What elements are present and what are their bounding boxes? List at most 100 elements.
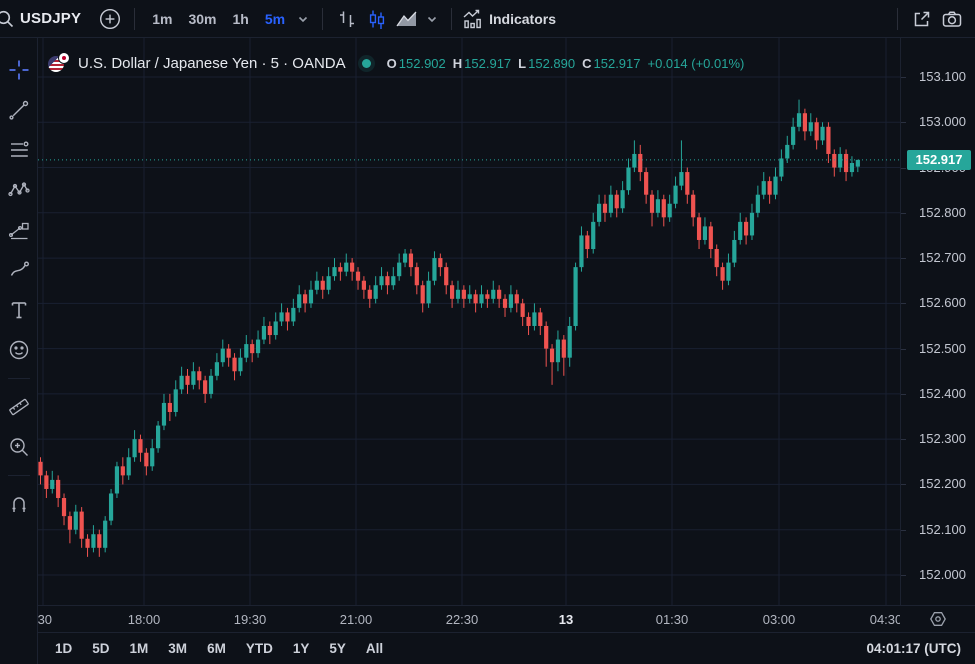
range-5d[interactable]: 5D	[92, 641, 110, 656]
range-3m[interactable]: 3M	[168, 641, 188, 656]
tool-text[interactable]	[5, 296, 33, 324]
time-tick-label: 19:30	[233, 612, 267, 627]
indicators-button[interactable]: Indicators	[461, 8, 556, 30]
camera-icon	[942, 10, 962, 27]
style-bars-button[interactable]	[332, 4, 362, 34]
time-tick-label: :30	[38, 612, 53, 627]
symbol-title[interactable]: U.S. Dollar / Japanese Yen · 5 · OANDA	[78, 54, 346, 72]
tool-projection[interactable]	[5, 216, 33, 244]
interval-30m[interactable]: 30m	[188, 10, 217, 27]
toolbar-divider	[897, 7, 898, 30]
chevron-down-icon	[299, 16, 308, 22]
chart-legend: U.S. Dollar / Japanese Yen · 5 · OANDA O…	[48, 51, 744, 75]
time-tick-label: 03:00	[762, 612, 796, 627]
price-tick-label: 152.200	[919, 476, 966, 492]
range-group: 1D 5D 1M 3M 6M YTD 1Y 5Y All	[48, 638, 390, 659]
close-label: C	[582, 55, 592, 71]
time-tick-label: 13	[558, 612, 574, 627]
compare-add-button[interactable]	[95, 4, 125, 34]
axis-settings-button[interactable]	[900, 605, 975, 632]
open-value: 152.902	[398, 55, 446, 71]
style-candles-button[interactable]	[362, 4, 392, 34]
publish-button[interactable]	[907, 4, 937, 34]
style-menu-button[interactable]	[422, 4, 442, 34]
time-tick-label: 04:30	[869, 612, 900, 627]
interval-menu-button[interactable]	[293, 4, 313, 34]
time-tick-label: 18:00	[127, 612, 161, 627]
close-value: 152.917	[593, 55, 641, 71]
style-area-button[interactable]	[392, 4, 422, 34]
symbol-search-button[interactable]	[0, 4, 20, 34]
price-tick-mark	[901, 348, 906, 350]
time-axis[interactable]: :30 18:00 19:30 21:00 22:30 13 01:30 03:00 04:30	[38, 605, 900, 632]
market-status-dot[interactable]	[361, 58, 371, 68]
zoom-in-icon	[9, 438, 28, 456]
grid-lines	[38, 38, 900, 605]
interval-group: 1m 30m 1h 5m	[144, 5, 293, 33]
external-link-icon	[914, 11, 930, 26]
chart-plot[interactable]	[38, 38, 900, 605]
tool-brush[interactable]	[5, 256, 33, 284]
open-label: O	[386, 55, 397, 71]
tool-trend-line[interactable]	[5, 96, 33, 124]
drawing-toolbar	[0, 38, 38, 664]
tool-xabcd-pattern[interactable]	[5, 176, 33, 204]
candles-style-icon	[369, 10, 385, 29]
price-tick-label: 153.000	[919, 114, 966, 130]
range-1m[interactable]: 1M	[129, 641, 149, 656]
fib-retracement-icon	[10, 141, 29, 157]
chevron-down-icon	[428, 16, 437, 22]
plus-circle-icon	[100, 8, 121, 29]
tool-magnet[interactable]	[5, 490, 33, 518]
clock-timezone[interactable]: 04:01:17 (UTC)	[866, 641, 961, 656]
tool-zoom-in[interactable]	[5, 433, 33, 461]
bottom-toolbar: 1D 5D 1M 3M 6M YTD 1Y 5Y All 04:01:17 (UTC)	[38, 632, 975, 664]
tool-crosshair[interactable]	[5, 56, 33, 84]
price-tick-mark	[901, 439, 906, 441]
magnet-icon	[12, 497, 25, 512]
smiley-icon	[9, 340, 28, 360]
xabcd-pattern-icon	[7, 182, 30, 197]
range-1y[interactable]: 1Y	[292, 641, 310, 656]
price-tick-label: 152.300	[919, 431, 966, 447]
price-tick-label: 152.800	[919, 204, 966, 220]
interval-5m[interactable]: 5m	[264, 10, 286, 27]
symbol-name[interactable]: USDJPY	[20, 10, 82, 27]
tool-emoji[interactable]	[5, 336, 33, 364]
price-tick-mark	[901, 303, 906, 305]
time-tick-label: 01:30	[655, 612, 689, 627]
range-ytd[interactable]: YTD	[245, 641, 273, 656]
snapshot-button[interactable]	[937, 4, 967, 34]
tool-measure[interactable]	[5, 393, 33, 421]
range-1d[interactable]: 1D	[55, 641, 73, 656]
settings-hexagon-icon	[929, 612, 946, 626]
sidebar-divider	[7, 378, 30, 379]
symbol-flags-icon	[48, 52, 70, 73]
price-tick-label: 152.000	[919, 566, 966, 582]
toolbar-right-group	[888, 4, 967, 34]
price-tick-mark	[901, 167, 906, 169]
price-tick-mark	[901, 258, 906, 260]
sidebar-divider	[7, 475, 30, 476]
price-tick-label: 152.400	[919, 385, 966, 401]
range-6m[interactable]: 6M	[207, 641, 226, 656]
trend-line-icon	[8, 100, 28, 120]
interval-1m[interactable]: 1m	[152, 10, 173, 27]
indicators-label: Indicators	[489, 10, 556, 27]
bars-style-icon	[340, 11, 355, 27]
ohlc-values: O 152.902 H 152.917 L 152.890 C 152.917 …	[387, 56, 745, 71]
price-tick-mark	[901, 484, 906, 486]
text-icon	[11, 302, 26, 319]
price-tick-label: 152.600	[919, 295, 966, 311]
candle-series	[38, 99, 860, 557]
low-value: 152.890	[528, 55, 576, 71]
price-axis[interactable]: 152.917 153.100153.000152.900152.800152.…	[900, 38, 975, 605]
last-price-label: 152.917	[907, 149, 971, 170]
range-all[interactable]: All	[365, 641, 384, 656]
top-toolbar: USDJPY 1m 30m 1h 5m	[0, 0, 975, 38]
interval-1h[interactable]: 1h	[232, 10, 249, 27]
crosshair-icon	[9, 60, 28, 80]
low-label: L	[518, 55, 527, 71]
tool-fib-retracement[interactable]	[5, 136, 33, 164]
range-5y[interactable]: 5Y	[329, 641, 346, 656]
